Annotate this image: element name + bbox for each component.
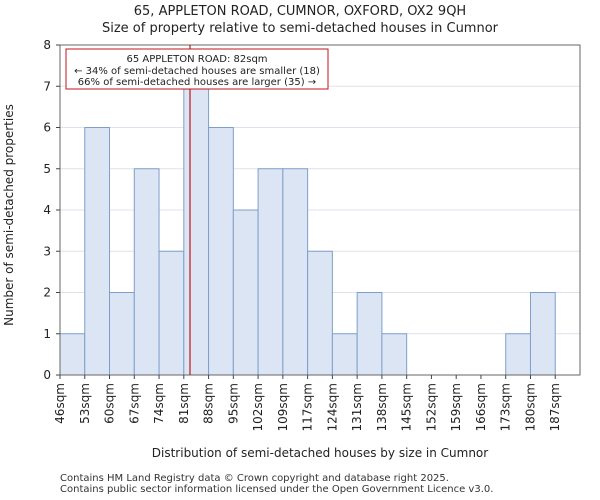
annotation-line-2: ← 34% of semi-detached houses are smalle… bbox=[74, 66, 320, 77]
annotation-line-1: 65 APPLETON ROAD: 82sqm bbox=[126, 54, 267, 65]
bar-88sqm bbox=[208, 127, 234, 376]
y-tick-label: 6 bbox=[43, 121, 51, 135]
y-ticks: 0 1 2 3 4 5 6 7 8 bbox=[43, 38, 60, 382]
bar-46sqm bbox=[59, 333, 86, 376]
x-tick-label: 60sqm bbox=[103, 383, 117, 424]
bar-138sqm bbox=[381, 333, 408, 376]
y-axis-label: Number of semi-detached properties bbox=[2, 104, 16, 326]
x-tick-label: 131sqm bbox=[350, 383, 364, 431]
annotation-border bbox=[65, 48, 329, 90]
y-tick-label: 5 bbox=[43, 162, 51, 176]
x-tick-label: 138sqm bbox=[375, 383, 389, 431]
x-tick-label: 159sqm bbox=[449, 383, 463, 431]
bars bbox=[59, 85, 556, 376]
bar-95sqm bbox=[232, 209, 259, 376]
footer-line-1: Contains HM Land Registry data © Crown c… bbox=[60, 473, 449, 484]
x-tick-label: 53sqm bbox=[78, 383, 92, 424]
y-tick-label: 4 bbox=[43, 203, 51, 217]
x-tick-label: 102sqm bbox=[251, 383, 265, 431]
y-tick-label: 7 bbox=[43, 79, 51, 93]
x-tick-label: 124sqm bbox=[325, 383, 339, 431]
annotation-box: 65 APPLETON ROAD: 82sqm ← 34% of semi-de… bbox=[65, 48, 329, 90]
x-tick-label: 67sqm bbox=[127, 383, 141, 424]
bar-124sqm bbox=[331, 333, 358, 376]
x-tick-label: 81sqm bbox=[177, 383, 191, 424]
x-tick-label: 166sqm bbox=[474, 383, 488, 431]
x-tick-label: 152sqm bbox=[424, 383, 438, 431]
bar-53sqm bbox=[84, 127, 111, 376]
x-axis-label: Distribution of semi-detached houses by … bbox=[152, 446, 489, 460]
bar-81sqm bbox=[183, 85, 210, 376]
x-ticks: 46sqm 53sqm 60sqm 67sqm 74sqm 81sqm 88sqm 95sqm… bbox=[53, 375, 562, 431]
bar-74sqm bbox=[158, 250, 185, 376]
bar-173sqm bbox=[505, 333, 531, 376]
x-tick-label: 187sqm bbox=[548, 383, 562, 431]
x-tick-label: 46sqm bbox=[53, 383, 67, 424]
y-tick-label: 1 bbox=[43, 327, 51, 341]
chart-subtitle: Size of property relative to semi-detach… bbox=[101, 21, 499, 36]
x-tick-label: 180sqm bbox=[523, 383, 537, 431]
bar-60sqm bbox=[109, 292, 135, 376]
y-tick-label: 3 bbox=[43, 244, 51, 258]
y-tick-label: 8 bbox=[43, 38, 51, 52]
chart-title: 65, APPLETON ROAD, CUMNOR, OXFORD, OX2 9… bbox=[133, 4, 467, 19]
bar-109sqm bbox=[282, 168, 309, 376]
x-tick-label: 109sqm bbox=[276, 383, 290, 431]
bar-67sqm bbox=[133, 168, 160, 376]
annotation-line-3: 66% of semi-detached houses are larger (… bbox=[78, 77, 316, 88]
bar-180sqm bbox=[529, 292, 556, 376]
bar-117sqm bbox=[307, 250, 333, 376]
x-tick-label: 173sqm bbox=[499, 383, 513, 431]
x-tick-label: 88sqm bbox=[202, 383, 216, 424]
bar-131sqm bbox=[356, 292, 383, 376]
footer-line-2: Contains public sector information licen… bbox=[60, 484, 494, 495]
bar-102sqm bbox=[257, 168, 284, 376]
x-tick-label: 95sqm bbox=[226, 383, 240, 424]
y-tick-label: 0 bbox=[43, 368, 51, 382]
x-tick-label: 117sqm bbox=[301, 383, 315, 431]
x-tick-label: 74sqm bbox=[152, 383, 166, 424]
y-tick-label: 2 bbox=[43, 286, 51, 300]
x-tick-label: 145sqm bbox=[400, 383, 414, 431]
